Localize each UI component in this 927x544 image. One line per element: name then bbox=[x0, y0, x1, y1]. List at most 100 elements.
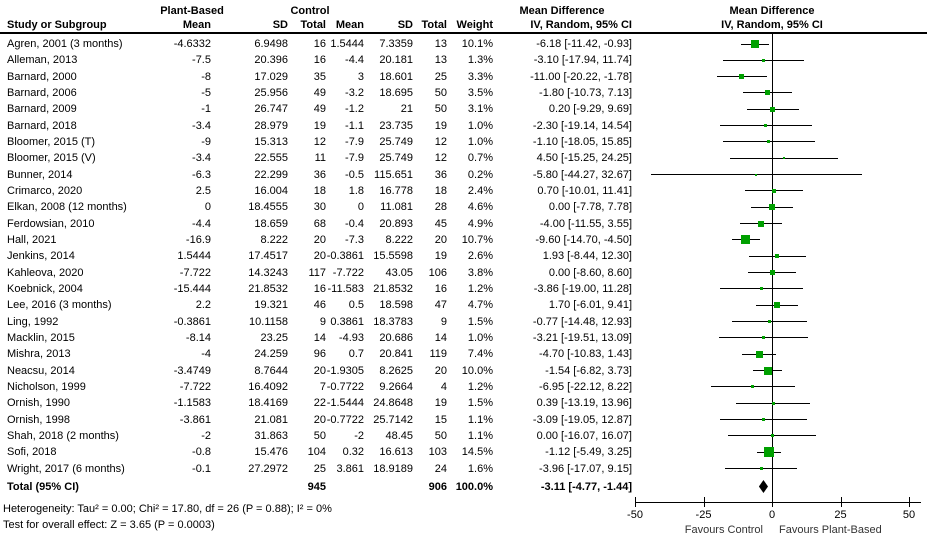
study-sd1: 18.4169 bbox=[248, 397, 288, 410]
effect-marker bbox=[769, 270, 775, 276]
effect-marker bbox=[759, 467, 763, 471]
study-mean2: 1.5444 bbox=[330, 38, 364, 50]
study-label: Ferdowsian, 2010 bbox=[7, 217, 95, 230]
study-weight: 1.0% bbox=[467, 119, 493, 132]
study-n2: 12 bbox=[434, 135, 447, 148]
study-label: Sofi, 2018 bbox=[7, 446, 57, 459]
axis-tick-label: -25 bbox=[695, 509, 712, 521]
study-label: Ornish, 1998 bbox=[7, 413, 70, 426]
total-weight: 100.0% bbox=[455, 481, 493, 493]
study-sd1: 10.1158 bbox=[249, 315, 288, 328]
study-sd1: 6.9498 bbox=[254, 38, 288, 50]
study-n1: 9 bbox=[319, 315, 326, 328]
study-ci: -5.80 [-44.27, 32.67] bbox=[532, 168, 632, 181]
study-n1: 49 bbox=[313, 103, 326, 116]
study-sd1: 28.979 bbox=[254, 119, 288, 132]
study-sd1: 27.2972 bbox=[248, 462, 288, 475]
study-sd2: 18.9189 bbox=[373, 462, 413, 475]
study-ci: 0.00 [-8.60, 8.60] bbox=[548, 266, 632, 279]
effect-column-title: Mean Difference bbox=[519, 5, 605, 17]
study-n2: 50 bbox=[434, 429, 447, 442]
study-n1: 104 bbox=[307, 446, 326, 459]
study-mean1: -0.8 bbox=[192, 446, 211, 459]
study-weight: 10.0% bbox=[461, 364, 493, 377]
study-n2: 18 bbox=[434, 184, 447, 197]
study-label: Ornish, 1990 bbox=[7, 397, 70, 410]
total-n2: 906 bbox=[428, 481, 447, 493]
study-ci: 1.93 [-8.44, 12.30] bbox=[542, 250, 632, 263]
study-label: Wright, 2017 (6 months) bbox=[7, 462, 125, 475]
effect-marker bbox=[755, 350, 763, 358]
effect-marker bbox=[755, 173, 758, 176]
study-sd2: 20.686 bbox=[379, 331, 413, 344]
study-ci: 0.20 [-9.29, 9.69] bbox=[548, 103, 632, 116]
study-weight: 1.0% bbox=[467, 331, 493, 344]
study-n2: 16 bbox=[434, 282, 447, 295]
study-weight: 3.3% bbox=[467, 70, 493, 83]
group2-header: Control bbox=[290, 5, 330, 17]
study-label: Bloomer, 2015 (V) bbox=[7, 152, 96, 165]
study-sd2: 7.3359 bbox=[379, 38, 413, 50]
study-sd1: 18.659 bbox=[254, 217, 288, 230]
axis-tick bbox=[909, 497, 910, 507]
study-sd1: 19.321 bbox=[254, 299, 288, 312]
effect-marker bbox=[783, 157, 786, 160]
study-n2: 19 bbox=[434, 397, 447, 410]
effect-marker bbox=[767, 140, 771, 144]
effect-marker bbox=[758, 220, 765, 227]
ctrl-total-header: Total bbox=[421, 19, 447, 31]
study-sd2: 18.598 bbox=[379, 299, 413, 312]
study-n2: 15 bbox=[434, 413, 447, 426]
study-sd2: 20.181 bbox=[379, 54, 413, 67]
study-sd1: 31.863 bbox=[254, 429, 288, 442]
study-mean2: -0.4 bbox=[345, 217, 364, 230]
study-ci: -9.60 [-14.70, -4.50] bbox=[535, 233, 632, 246]
heterogeneity-text: Heterogeneity: Tau² = 0.00; Chi² = 17.80… bbox=[3, 503, 332, 515]
study-n2: 24 bbox=[434, 462, 447, 475]
study-mean1: -7.722 bbox=[179, 380, 211, 393]
study-n2: 12 bbox=[434, 152, 447, 165]
study-weight: 1.1% bbox=[467, 413, 493, 426]
study-n2: 119 bbox=[429, 348, 447, 361]
study-sd2: 8.222 bbox=[385, 233, 413, 246]
study-mean2: -0.7722 bbox=[326, 413, 364, 426]
total-n1: 945 bbox=[307, 481, 326, 493]
study-n1: 16 bbox=[313, 54, 326, 67]
study-n1: 68 bbox=[313, 217, 326, 230]
study-n1: 50 bbox=[313, 429, 326, 442]
study-ci: -4.00 [-11.55, 3.55] bbox=[539, 217, 632, 230]
study-mean2: -2 bbox=[354, 429, 364, 442]
study-weight: 1.1% bbox=[467, 429, 493, 442]
study-weight: 10.1% bbox=[461, 38, 493, 50]
ctrl-mean-header: Mean bbox=[335, 19, 364, 31]
weight-col-header: Weight bbox=[456, 19, 493, 31]
effect-marker bbox=[771, 401, 775, 405]
effect-marker bbox=[764, 90, 770, 96]
axis-tick bbox=[635, 497, 636, 507]
study-sd1: 17.4517 bbox=[248, 250, 288, 263]
study-label: Hall, 2021 bbox=[7, 233, 57, 246]
study-n2: 19 bbox=[434, 119, 447, 132]
study-ci: 0.00 [-16.07, 16.07] bbox=[536, 429, 632, 442]
study-mean2: -1.1 bbox=[345, 119, 364, 132]
study-label: Koebnick, 2004 bbox=[7, 282, 83, 295]
study-n1: 11 bbox=[314, 152, 326, 165]
study-n1: 20 bbox=[313, 364, 326, 377]
study-sd2: 18.601 bbox=[379, 70, 413, 83]
study-label: Barnard, 2009 bbox=[7, 103, 77, 116]
study-mean2: -0.3861 bbox=[326, 250, 364, 263]
study-ci: -4.70 [-10.83, 1.43] bbox=[539, 348, 632, 361]
effect-marker bbox=[771, 188, 776, 193]
study-mean2: -4.93 bbox=[338, 331, 364, 344]
study-mean2: 0.5 bbox=[348, 299, 364, 312]
study-mean1: -8.14 bbox=[185, 331, 211, 344]
study-label: Barnard, 2006 bbox=[7, 86, 77, 99]
study-ci: -1.12 [-5.49, 3.25] bbox=[545, 446, 632, 459]
axis-tick bbox=[772, 497, 773, 507]
study-mean1: -4.4 bbox=[192, 217, 211, 230]
study-mean1: -3.4749 bbox=[173, 364, 211, 377]
study-sd1: 21.081 bbox=[254, 413, 288, 426]
study-label: Elkan, 2008 (12 months) bbox=[7, 201, 127, 214]
study-mean1: -2 bbox=[201, 429, 211, 442]
